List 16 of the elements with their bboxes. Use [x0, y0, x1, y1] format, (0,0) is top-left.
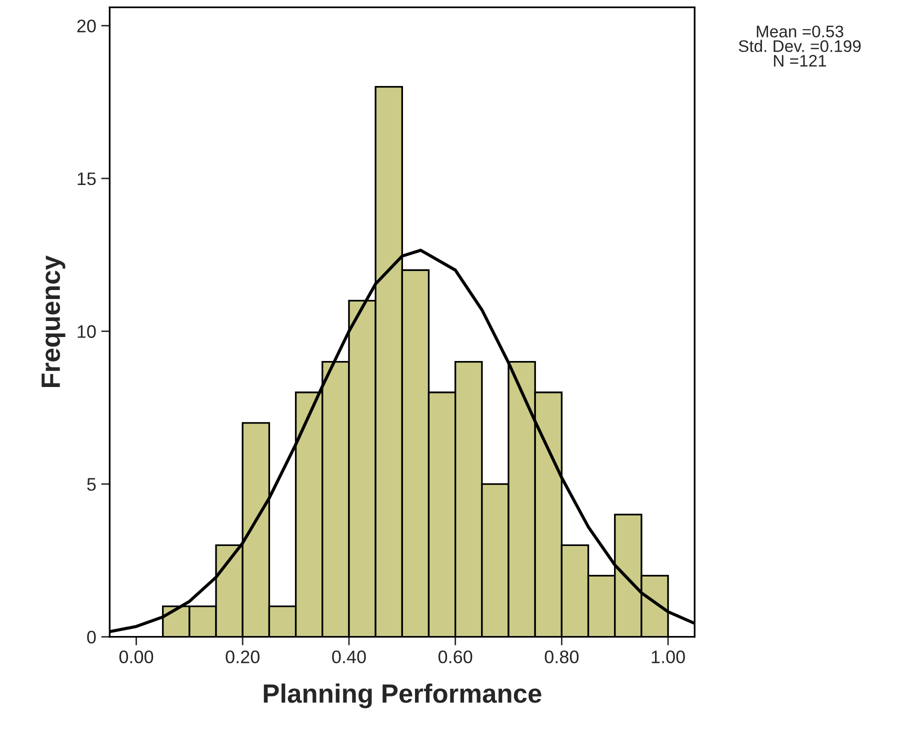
text: Mean =0.53 [756, 26, 844, 38]
text: Std. Dev. =0.199 [738, 40, 861, 52]
x-tick-label: 0.80 [544, 650, 579, 664]
y-tick-label: 15 [78, 172, 96, 186]
text: N =121 [774, 54, 826, 67]
y-tick-label: 20 [77, 20, 96, 32]
x-tick-label: 0.40 [332, 650, 366, 664]
x-tick-label: 0.20 [226, 650, 260, 664]
x-tick-label: 0.00 [119, 650, 154, 664]
y-tick-label: 0 [87, 630, 96, 644]
x-axis-title: Planning Performance [264, 684, 542, 708]
x-tick-label: 0.60 [438, 650, 472, 664]
y-axis-title: Frequency [42, 255, 66, 388]
y-tick-label: 10 [78, 325, 96, 338]
x-tick-label: 1.00 [652, 650, 685, 664]
y-tick-label: 5 [87, 478, 96, 491]
